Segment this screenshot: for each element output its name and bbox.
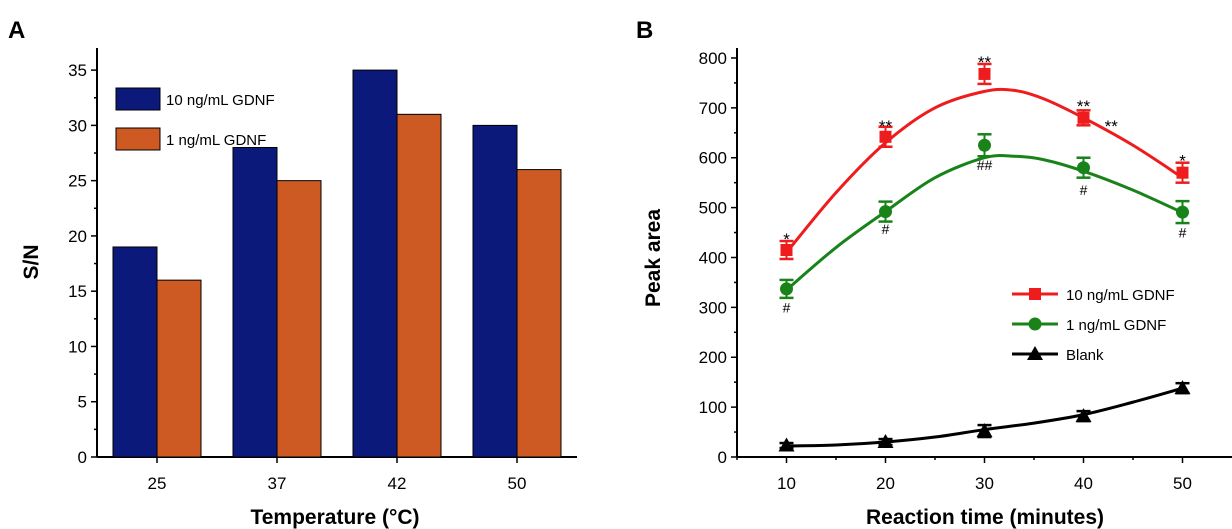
legend-label-1ng: 1 ng/mL GDNF <box>1066 317 1166 334</box>
point-1ng-10 <box>780 282 793 296</box>
point-blank-30 <box>976 423 993 438</box>
legend-swatch-1ng <box>115 127 161 151</box>
point-10ng-30 <box>978 67 991 80</box>
fit-line-10ng <box>785 87 1184 254</box>
bar-1ng-50 <box>516 169 562 458</box>
bar-10ng-25 <box>112 246 158 458</box>
panel-b-y-tick-label: 100 <box>699 398 727 417</box>
legend-marker-1ng <box>1028 317 1042 331</box>
point-1ng-40 <box>1077 161 1090 175</box>
panel-a-x-tick-label: 42 <box>388 474 407 493</box>
point-blank-50 <box>1174 380 1191 395</box>
legend-marker-blank <box>1027 346 1043 360</box>
significance-annotation: * <box>783 230 790 249</box>
significance-annotation: * <box>1179 152 1186 171</box>
panel-a-x-axis-title: Temperature (°C) <box>250 506 419 529</box>
bar-1ng-42 <box>396 113 442 458</box>
point-blank-40 <box>1075 408 1092 423</box>
bar-1ng-37 <box>276 180 322 458</box>
panel-b-y-tick-label: 0 <box>718 448 727 467</box>
panel-b-y-tick-label: 200 <box>699 348 727 367</box>
significance-annotation: ** <box>1077 97 1091 116</box>
point-1ng-30 <box>978 138 991 152</box>
point-1ng-50 <box>1176 205 1189 219</box>
significance-annotation: ## <box>977 157 993 173</box>
point-10ng-50 <box>1176 166 1189 179</box>
panel-b-x-tick-label: 20 <box>876 474 895 493</box>
panel-a-x-tick-label: 50 <box>508 474 527 493</box>
legend-label-blank: Blank <box>1066 347 1104 364</box>
bar-10ng-42 <box>352 69 398 458</box>
panel-b-x-tick-label: 30 <box>975 474 994 493</box>
panel-a-y-tick-label: 25 <box>68 172 87 191</box>
legend-swatch-10ng <box>115 87 161 111</box>
bar-10ng-37 <box>232 146 278 458</box>
point-1ng-20 <box>879 205 892 219</box>
legend-label-1ng: 1 ng/mL GDNF <box>166 132 266 149</box>
bar-1ng-25 <box>156 279 202 458</box>
panel-b-x-tick-label: 50 <box>1173 474 1192 493</box>
significance-annotation: # <box>882 221 890 237</box>
panel-label-a: A <box>8 17 25 44</box>
panel-b-y-tick-label: 700 <box>699 99 727 118</box>
panel-a-y-tick-label: 20 <box>68 227 87 246</box>
significance-annotation: # <box>783 299 791 315</box>
panel-a-y-tick-label: 30 <box>68 116 87 135</box>
panel-a-y-tick-label: 15 <box>68 282 87 301</box>
point-blank-10 <box>778 437 795 452</box>
point-10ng-40 <box>1077 111 1090 124</box>
legend-marker-10ng <box>1029 288 1041 300</box>
panel-a-plot: 0 5 10 15 20 25 30 35 25 37 42 50 10 ng/mL GDNF 1 ng/… <box>68 48 577 493</box>
significance-annotation: # <box>1080 182 1088 198</box>
panel-a-y-tick-label: 5 <box>78 393 87 412</box>
panel-b-y-tick-label: 400 <box>699 248 727 267</box>
panel-label-b: B <box>636 17 653 44</box>
fit-line-1ng <box>785 154 1184 292</box>
legend-label-10ng: 10 ng/mL GDNF <box>1066 287 1175 304</box>
panel-a-y-tick-label: 35 <box>68 61 87 80</box>
panel-b-y-tick-label: 300 <box>699 298 727 317</box>
point-blank-20 <box>877 434 894 449</box>
panel-b-y-axis-title: Peak area <box>642 209 665 307</box>
panel-a-x-tick-label: 25 <box>148 474 167 493</box>
panel-b-y-tick-label: 800 <box>699 49 727 68</box>
panel-b-x-tick-label: 10 <box>777 474 796 493</box>
significance-annotation: # <box>1179 225 1187 241</box>
bar-10ng-50 <box>472 124 518 458</box>
panel-a-x-tick-label: 37 <box>268 474 287 493</box>
panel-a: A 0 5 10 15 20 25 30 35 25 37 42 50 10 ng/mL GDNF 1 n… <box>8 17 577 529</box>
panel-a-y-axis-title: S/N <box>20 244 43 279</box>
legend-label-10ng: 10 ng/mL GDNF <box>166 92 275 109</box>
point-10ng-20 <box>879 130 892 143</box>
significance-annotation: ** <box>879 117 893 136</box>
significance-annotation: ** <box>1105 117 1119 136</box>
significance-annotation: ** <box>978 53 992 72</box>
panel-b-y-tick-label: 600 <box>699 149 727 168</box>
panel-b-y-tick-label: 500 <box>699 199 727 218</box>
panel-b-x-axis-title: Reaction time (minutes) <box>866 506 1104 529</box>
panel-a-y-tick-label: 10 <box>68 337 87 356</box>
point-10ng-10 <box>780 244 793 257</box>
panel-a-y-tick-label: 0 <box>78 448 87 467</box>
panel-b-x-tick-label: 40 <box>1074 474 1093 493</box>
